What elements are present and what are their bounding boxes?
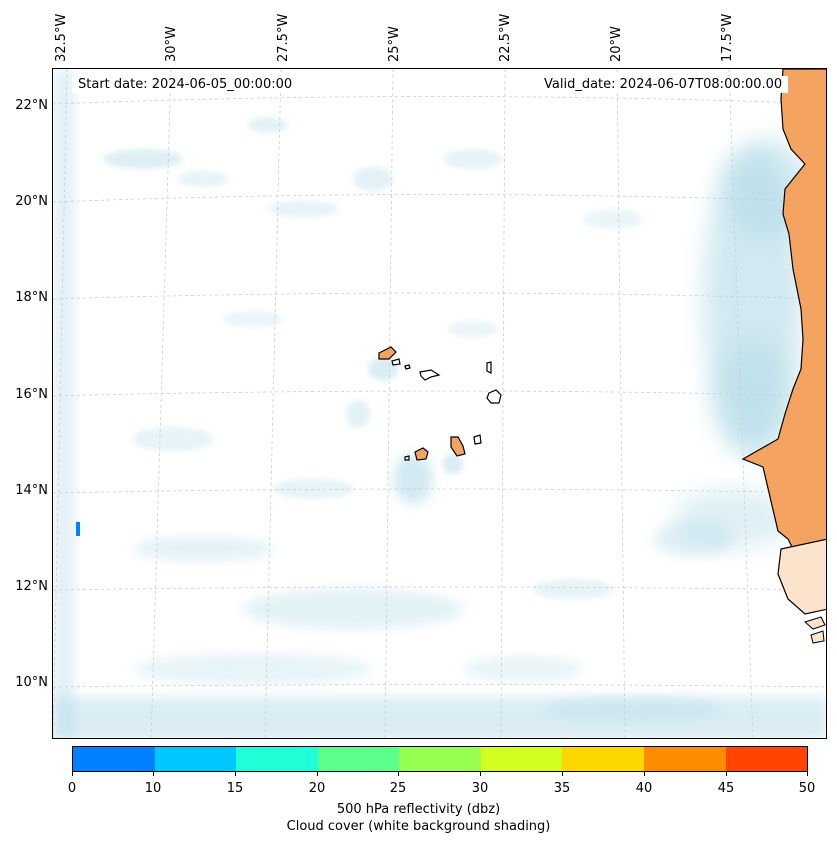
boa-vista-island — [487, 390, 501, 403]
sao-nicolau-island — [420, 370, 439, 380]
maio-island — [474, 435, 481, 444]
colorbar-tick-label: 15 — [227, 781, 244, 796]
colorbar-segment-0-10 — [73, 747, 155, 771]
reflectivity-colorbar — [72, 746, 808, 772]
latitude-label-18n: 18°N — [0, 290, 48, 305]
colorbar-segment-40-45 — [644, 747, 726, 771]
fogo-island — [415, 448, 428, 460]
cloud-cover-layer — [53, 69, 827, 739]
start-date-label: Start date: 2024-06-05_00:00:00 — [72, 76, 298, 93]
latitude-label-20n: 20°N — [0, 194, 48, 209]
latitude-label-22n: 22°N — [0, 98, 48, 113]
map-canvas[interactable] — [53, 69, 827, 739]
colorbar-tick-label: 45 — [718, 781, 735, 796]
colorbar-tick-label: 30 — [472, 781, 489, 796]
longitude-label-25w: 25°W — [387, 26, 402, 62]
santo-antao-island — [379, 347, 396, 359]
santiago-island — [451, 437, 465, 456]
sao-vicente-island — [392, 359, 400, 365]
colorbar-tick — [317, 772, 318, 776]
santa-luzia-island — [405, 365, 410, 369]
latitude-label-14n: 14°N — [0, 483, 48, 498]
valid-date-label: Valid_date: 2024-06-07T08:00:00.00 — [538, 76, 788, 93]
colorbar-segment-15-20 — [236, 747, 318, 771]
sal-island — [487, 362, 491, 373]
colorbar-segment-35-40 — [562, 747, 644, 771]
colorbar-segment-25-30 — [399, 747, 481, 771]
colorbar-segment-10-15 — [155, 747, 237, 771]
colorbar-label-reflectivity: 500 hPa reflectivity (dbz) — [0, 802, 837, 817]
colorbar-tick — [398, 772, 399, 776]
colorbar-segment-20-25 — [318, 747, 400, 771]
latitude-label-16n: 16°N — [0, 387, 48, 402]
map-panel[interactable] — [52, 68, 827, 739]
latitude-label-10n: 10°N — [0, 675, 48, 690]
colorbar-tick-label: 20 — [309, 781, 326, 796]
longitude-label-27-5w: 27.5°W — [276, 14, 291, 62]
longitude-label-17-5w: 17.5°W — [720, 14, 735, 62]
africa-south-landmass — [778, 539, 827, 614]
colorbar-tick — [807, 772, 808, 776]
colorbar-tick — [72, 772, 73, 776]
latitude-label-12n: 12°N — [0, 579, 48, 594]
longitude-label-22-5w: 22.5°W — [498, 14, 513, 62]
colorbar-segment-45-50 — [726, 747, 808, 771]
brava-island — [405, 456, 409, 460]
colorbar-tick-label: 40 — [636, 781, 653, 796]
reflectivity-cell — [76, 522, 80, 536]
longitude-label-20w: 20°W — [609, 26, 624, 62]
bissagos-island — [805, 617, 825, 629]
colorbar-tick — [644, 772, 645, 776]
colorbar-tick — [153, 772, 154, 776]
graticule — [53, 69, 827, 739]
colorbar-tick — [235, 772, 236, 776]
colorbar-tick-label: 10 — [145, 781, 162, 796]
bissagos-island — [811, 631, 824, 643]
colorbar-segment-30-35 — [481, 747, 563, 771]
colorbar-tick — [480, 772, 481, 776]
cape-verde-islands — [379, 347, 501, 460]
colorbar-tick-label: 35 — [554, 781, 571, 796]
longitude-label-32-5w: 32.5°W — [54, 14, 69, 62]
colorbar-tick-label: 50 — [799, 781, 816, 796]
colorbar-tick-label: 0 — [68, 781, 76, 796]
colorbar-label-cloud-cover: Cloud cover (white background shading) — [0, 819, 837, 834]
longitude-label-30w: 30°W — [164, 26, 179, 62]
colorbar-tick — [562, 772, 563, 776]
colorbar-tick-label: 25 — [390, 781, 407, 796]
colorbar-tick — [726, 772, 727, 776]
